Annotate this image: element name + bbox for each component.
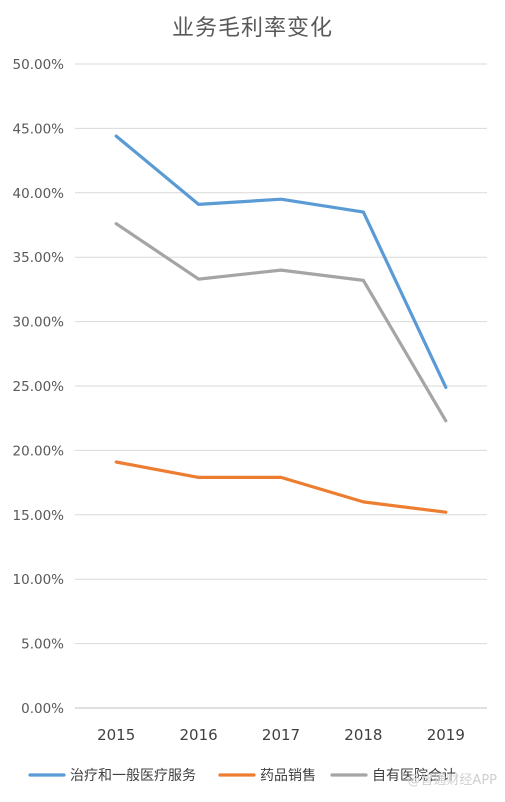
y-tick-label: 20.00% bbox=[13, 443, 65, 459]
y-tick-label: 15.00% bbox=[13, 508, 65, 524]
legend-label-1: 治疗和一般医疗服务 bbox=[70, 768, 196, 784]
x-tick-label: 2018 bbox=[344, 726, 382, 744]
y-tick-label: 40.00% bbox=[13, 186, 65, 202]
x-tick-label: 2017 bbox=[262, 726, 300, 744]
watermark-text: @智通财经APP bbox=[407, 773, 497, 788]
y-tick-label: 25.00% bbox=[13, 379, 65, 395]
y-tick-label: 30.00% bbox=[13, 315, 65, 331]
series-line-1 bbox=[114, 134, 448, 389]
legend-label-2: 药品销售 bbox=[260, 768, 316, 784]
y-tick-label: 35.00% bbox=[13, 250, 65, 266]
y-tick-label: 5.00% bbox=[21, 637, 64, 653]
x-tick-label: 2016 bbox=[180, 726, 218, 744]
x-tick-label: 2015 bbox=[97, 726, 135, 744]
x-tick-label: 2019 bbox=[427, 726, 465, 744]
y-tick-label: 45.00% bbox=[13, 121, 65, 137]
y-tick-label: 10.00% bbox=[13, 572, 65, 588]
chart-title: 业务毛利率变化 bbox=[171, 16, 333, 41]
y-tick-label: 0.00% bbox=[21, 701, 64, 717]
y-tick-label: 50.00% bbox=[13, 57, 65, 73]
series-line-3 bbox=[114, 222, 448, 423]
legend-label-3: 自有医院合计 bbox=[372, 768, 456, 784]
series-line-2 bbox=[114, 460, 448, 514]
